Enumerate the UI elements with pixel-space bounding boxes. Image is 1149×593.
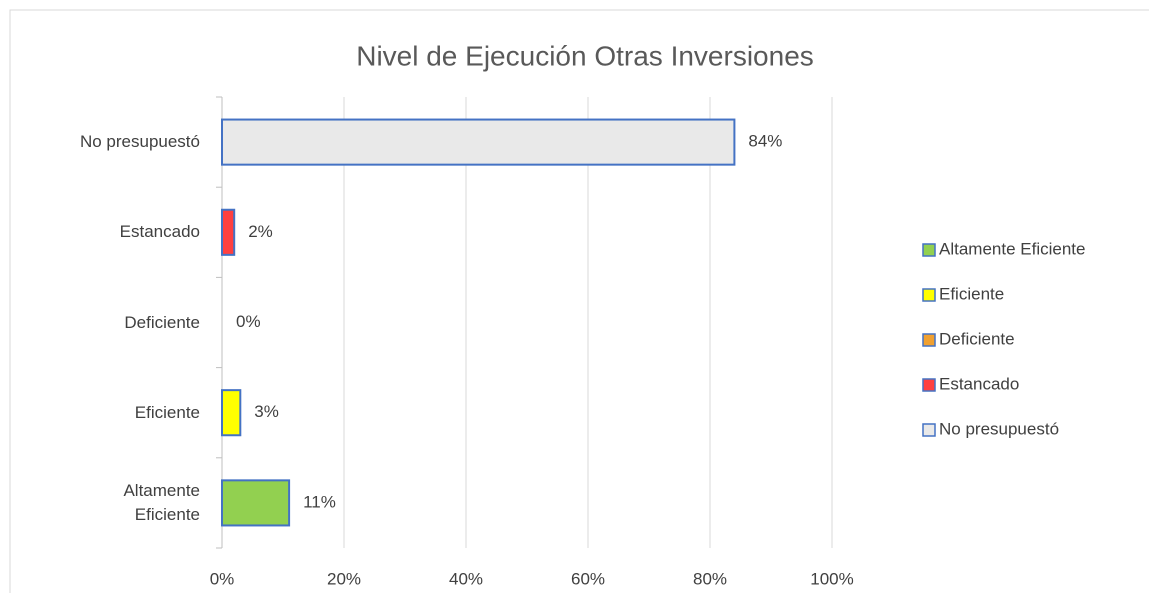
x-tick-label: 40% <box>449 569 483 588</box>
legend-swatch <box>922 333 936 347</box>
x-tick-label: 100% <box>810 569 853 588</box>
y-tick-label: Estancado <box>119 222 200 242</box>
bar <box>221 389 242 437</box>
x-tick-label: 0% <box>210 569 235 588</box>
data-label: 11% <box>303 492 336 511</box>
data-label: 2% <box>248 222 273 241</box>
legend-label: Deficiente <box>939 329 1015 348</box>
bar <box>221 118 736 166</box>
legend-swatch <box>922 243 936 257</box>
bar <box>221 208 236 256</box>
legend-label: Altamente Eficiente <box>939 239 1085 258</box>
data-label: 3% <box>254 402 279 421</box>
x-tick-label: 20% <box>327 569 361 588</box>
legend-swatch <box>922 423 936 437</box>
data-label: 0% <box>236 312 261 331</box>
y-tick-label: Deficiente <box>124 312 200 332</box>
bar <box>221 479 291 527</box>
y-tick-label: Eficiente <box>134 402 200 422</box>
legend-label: Estancado <box>939 374 1019 393</box>
chart-border <box>9 9 1149 593</box>
y-tick-label: Altamente Eficiente <box>123 480 200 524</box>
x-tick-label: 60% <box>571 569 605 588</box>
legend-swatch <box>922 378 936 392</box>
legend-swatch <box>922 288 936 302</box>
legend-label: Eficiente <box>939 284 1004 303</box>
y-tick-label: No presupuestó <box>79 132 200 152</box>
data-label: 84% <box>748 132 782 151</box>
chart-title: Nivel de Ejecución Otras Inversiones <box>356 40 814 71</box>
x-tick-label: 80% <box>693 569 727 588</box>
legend-label: No presupuestó <box>939 419 1059 438</box>
